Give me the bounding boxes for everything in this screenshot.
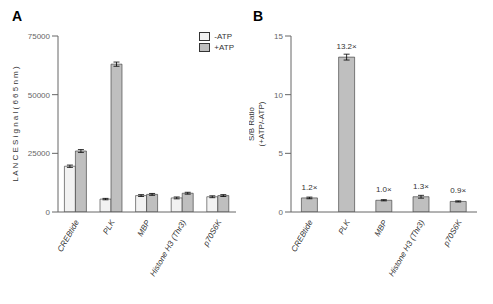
svg-text:MBP: MBP <box>373 218 390 238</box>
svg-text:1.2×: 1.2× <box>302 183 318 192</box>
html-text:+ATP: +ATP <box>214 43 234 52</box>
svg-text:0: 0 <box>46 208 51 217</box>
html-text:-ATP: -ATP <box>214 32 232 41</box>
svg-text:10: 10 <box>274 91 283 100</box>
svg-text:5: 5 <box>279 149 284 158</box>
svg-text:Histone H3 (Thr3): Histone H3 (Thr3) <box>148 218 188 278</box>
svg-text:25000: 25000 <box>28 149 51 158</box>
svg-text:CREBtide: CREBtide <box>56 218 82 253</box>
html-text:A: A <box>12 8 23 24</box>
svg-text:13.2×: 13.2× <box>336 42 357 51</box>
svg-text:MBP: MBP <box>136 218 153 238</box>
svg-text:p70S6K: p70S6K <box>201 218 224 249</box>
svg-text:PLK: PLK <box>337 218 353 236</box>
svg-text:15: 15 <box>274 32 283 41</box>
html-text:B: B <box>253 8 264 24</box>
svg-text:PLK: PLK <box>101 218 117 236</box>
svg-text:S/B Ratio(+ATP/-ATP): S/B Ratio(+ATP/-ATP) <box>249 101 266 146</box>
svg-text:Histone H3 (Thr3): Histone H3 (Thr3) <box>387 218 427 278</box>
svg-text:50000: 50000 <box>28 91 51 100</box>
svg-text:1.0×: 1.0× <box>376 185 392 194</box>
svg-text:L A N C E S i g n a l ( 6 6 5: L A N C E S i g n a l ( 6 6 5 n m ) <box>11 66 20 182</box>
svg-text:0: 0 <box>279 208 284 217</box>
svg-text:p70S6K: p70S6K <box>441 218 464 249</box>
svg-text:0.9×: 0.9× <box>450 186 466 195</box>
svg-text:CREBtide: CREBtide <box>289 218 315 253</box>
svg-text:1.3×: 1.3× <box>413 182 429 191</box>
svg-text:75000: 75000 <box>28 32 51 41</box>
